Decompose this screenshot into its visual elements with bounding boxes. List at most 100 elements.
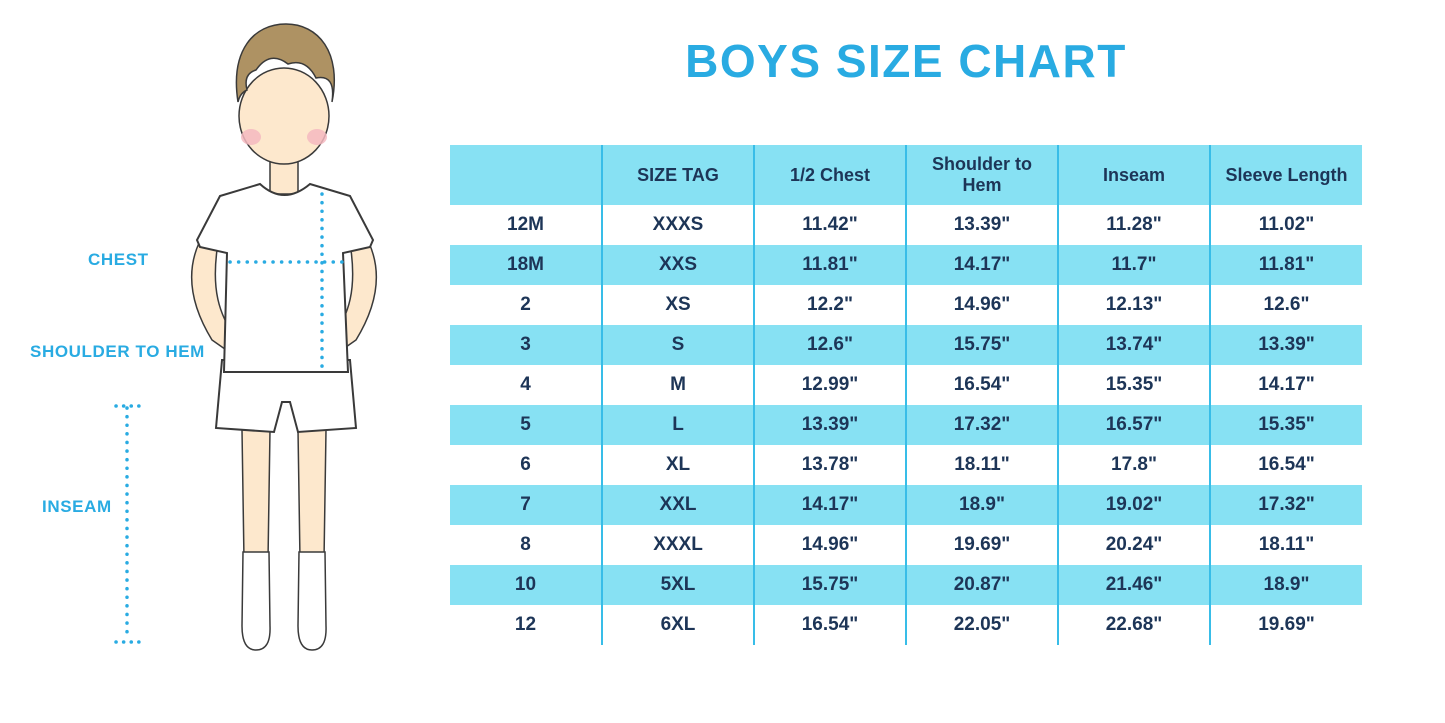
table-row: 6 XL 13.78" 18.11" 17.8" 16.54" [450,445,1362,485]
table-row: 18M XXS 11.81" 14.17" 11.7" 11.81" [450,245,1362,285]
size-cell: 4 [520,374,531,395]
table-row: 4 M 12.99" 16.54" 15.35" 14.17" [450,365,1362,405]
table-row: 2 XS 12.2" 14.96" 12.13" 12.6" [450,285,1362,325]
table-header-row: SIZE TAG 1/2 Chest Shoulder to Hem Inseam Sl… [450,145,1362,205]
value-cell: 18.9" [905,485,1058,525]
value-cell: 11.02" [1209,205,1362,245]
value-cell: 11.81" [753,245,906,285]
value-cell: 13.39" [905,205,1058,245]
size-table: SIZE TAG 1/2 Chest Shoulder to Hem Inseam Sl… [450,145,1362,645]
value-cell: 11.42" [753,205,906,245]
table-body: 12M XXXS 11.42" 13.39" 11.28" 11.02" 18M XXS 11.… [450,205,1362,645]
value-cell: 22.05" [905,605,1058,645]
value-cell: 15.75" [753,565,906,605]
size-cell: 12M [507,214,544,235]
value-cell: 16.54" [905,365,1058,405]
table-row: 8 XXXL 14.96" 19.69" 20.24" 18.11" [450,525,1362,565]
value-cell: 17.32" [905,405,1058,445]
boy-shorts [214,359,358,434]
value-cell: 19.69" [1209,605,1362,645]
column-header: 1/2 Chest [753,145,906,205]
inseam-label: INSEAM [42,497,112,516]
column-header: SIZE TAG [601,145,754,205]
value-cell: L [601,405,754,445]
cheek-right [307,129,327,145]
boy-shirt [195,182,375,373]
cheek-left [241,129,261,145]
value-cell: XL [601,445,754,485]
value-cell: 20.87" [905,565,1058,605]
value-cell: 13.39" [753,405,906,445]
column-header [450,145,602,205]
size-cell: 5 [450,405,602,445]
shoulder-to-hem-label: SHOULDER TO HEM [30,342,205,361]
value-cell: 19.69" [905,525,1058,565]
value-cell: 18.9" [1209,565,1362,605]
table-row: 10 5XL 15.75" 20.87" 21.46" 18.9" [450,565,1362,605]
value-cell: 21.46" [1057,565,1210,605]
boy-leg-left [241,429,271,561]
measurement-lines [114,192,348,644]
value-cell: 11.81" [1209,245,1362,285]
boy-sock-left [241,551,271,651]
value-cell: 11.28" [1057,205,1210,245]
table-row: 7 XXL 14.17" 18.9" 19.02" 17.32" [450,485,1362,525]
value-cell: 16.54" [1209,445,1362,485]
column-header: Sleeve Length [1209,145,1362,205]
value-cell: 19.02" [1057,485,1210,525]
value-cell: 14.17" [1209,365,1362,405]
value-cell: 17.8" [1057,445,1210,485]
value-cell: XXXL [601,525,754,565]
value-cell: 15.75" [905,325,1058,365]
value-cell: XXL [601,485,754,525]
size-cell: 6 [520,454,531,475]
size-cell: 3 [450,325,602,365]
table-row: 12M XXXS 11.42" 13.39" 11.28" 11.02" [450,205,1362,245]
value-cell: 16.57" [1057,405,1210,445]
size-chart-table: SIZE TAG 1/2 Chest Shoulder to Hem Inseam Sl… [450,145,1362,645]
value-cell: 12.13" [1057,285,1210,325]
table-header: SIZE TAG 1/2 Chest Shoulder to Hem Inseam Sl… [450,145,1362,205]
value-cell: 17.32" [1209,485,1362,525]
value-cell: 14.96" [905,285,1058,325]
value-cell: XS [601,285,754,325]
page-title: BOYS SIZE CHART [685,35,1127,87]
value-cell: 12.99" [753,365,906,405]
boy-illustration [114,23,378,651]
value-cell: XXXS [601,205,754,245]
size-cell: 18M [450,245,602,285]
table-row: 3 S 12.6" 15.75" 13.74" 13.39" [450,325,1362,365]
column-header: Shoulder to Hem [905,145,1058,205]
boy-hair [235,23,335,103]
value-cell: 12.6" [1209,285,1362,325]
value-cell: 12.2" [753,285,906,325]
boy-face [238,67,330,165]
value-cell: 15.35" [1057,365,1210,405]
value-cell: S [601,325,754,365]
value-cell: XXS [601,245,754,285]
value-cell: 13.78" [753,445,906,485]
column-header: Inseam [1057,145,1210,205]
size-cell: 12 [514,614,537,635]
boy-leg-right [297,429,327,561]
value-cell: M [601,365,754,405]
value-cell: 5XL [601,565,754,605]
chest-label: CHEST [88,250,149,269]
table-row: 12 6XL 16.54" 22.05" 22.68" 19.69" [450,605,1362,645]
value-cell: 6XL [601,605,754,645]
value-cell: 15.35" [1209,405,1362,445]
size-cell: 8 [520,534,531,555]
value-cell: 11.7" [1057,245,1210,285]
value-cell: 13.74" [1057,325,1210,365]
table-row: 5 L 13.39" 17.32" 16.57" 15.35" [450,405,1362,445]
boy-sock-right [297,551,327,651]
value-cell: 13.39" [1209,325,1362,365]
value-cell: 14.17" [905,245,1058,285]
value-cell: 18.11" [905,445,1058,485]
value-cell: 16.54" [753,605,906,645]
value-cell: 14.17" [753,485,906,525]
value-cell: 20.24" [1057,525,1210,565]
value-cell: 18.11" [1209,525,1362,565]
value-cell: 22.68" [1057,605,1210,645]
